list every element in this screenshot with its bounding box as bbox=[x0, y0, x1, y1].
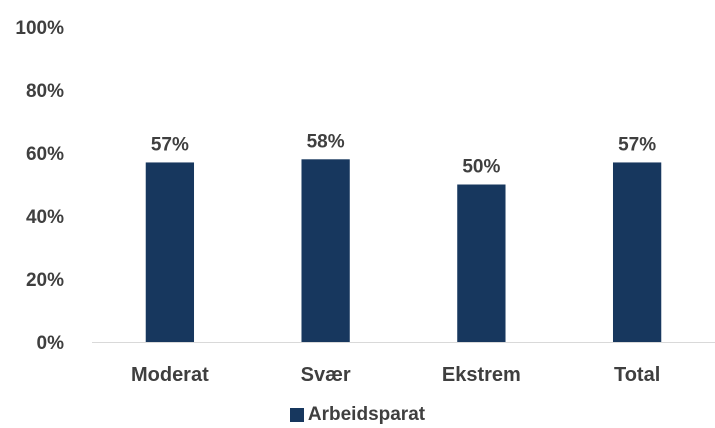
data-label: 57% bbox=[151, 134, 189, 155]
bar bbox=[145, 162, 195, 342]
x-tick-label: Moderat bbox=[131, 364, 209, 386]
y-tick-label: 100% bbox=[15, 18, 64, 39]
bar bbox=[612, 162, 662, 342]
y-tick-label: 60% bbox=[26, 144, 64, 165]
bar bbox=[457, 184, 506, 342]
data-label: 50% bbox=[462, 157, 500, 178]
y-tick-label: 80% bbox=[26, 81, 64, 102]
x-tick-label: Ekstrem bbox=[442, 364, 521, 386]
legend: Arbeidsparat bbox=[0, 402, 715, 428]
x-tick-label: Svær bbox=[301, 364, 351, 386]
data-label: 58% bbox=[307, 131, 345, 152]
y-tick-label: 0% bbox=[37, 333, 65, 354]
x-axis: Moderat Svær Ekstrem Total bbox=[131, 364, 660, 386]
y-axis: 0% 20% 40% 60% 80% 100% bbox=[15, 18, 64, 354]
bars: 57% 58% 50% 57% bbox=[145, 131, 662, 342]
y-tick-label: 20% bbox=[26, 270, 64, 291]
legend-label: Arbeidsparat bbox=[307, 404, 426, 425]
data-label: 57% bbox=[618, 134, 656, 155]
y-tick-label: 40% bbox=[26, 207, 64, 228]
legend-swatch bbox=[289, 408, 304, 422]
x-tick-label: Total bbox=[614, 364, 660, 386]
bar bbox=[301, 159, 350, 342]
bar-chart: 0% 20% 40% 60% 80% 100% 57% 58% 50% 57% Moderat S… bbox=[15, 18, 715, 386]
